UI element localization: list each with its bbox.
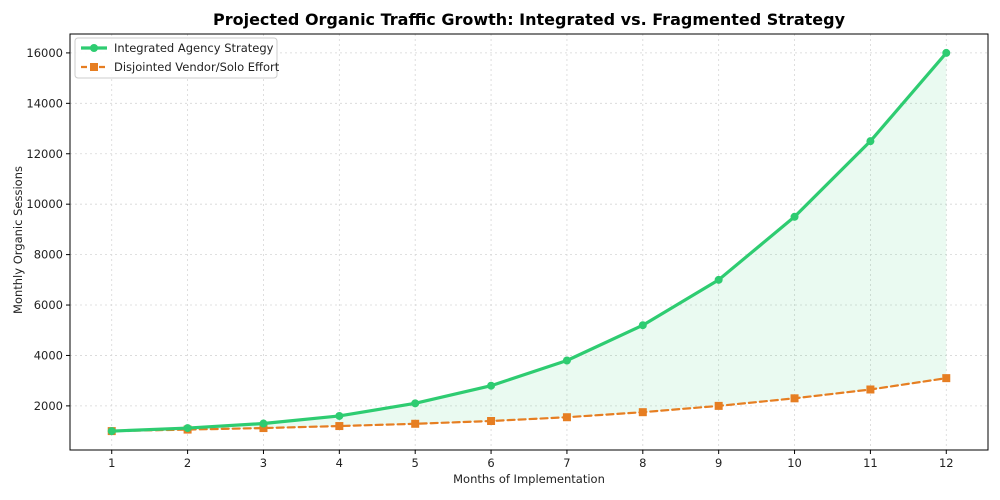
data-point bbox=[790, 394, 799, 403]
x-tick-label: 2 bbox=[184, 456, 191, 470]
legend-label: Disjointed Vendor/Solo Effort bbox=[114, 60, 280, 74]
x-tick-label: 1 bbox=[108, 456, 115, 470]
series-1 bbox=[107, 48, 951, 436]
y-axis-label: Monthly Organic Sessions bbox=[11, 166, 25, 314]
legend-box bbox=[74, 37, 278, 79]
x-axis-label: Months of Implementation bbox=[453, 472, 605, 486]
data-point bbox=[942, 48, 951, 57]
data-point bbox=[259, 419, 268, 428]
fill-between-area bbox=[111, 52, 947, 432]
data-point bbox=[866, 385, 875, 394]
y-tick-label: 16000 bbox=[26, 46, 63, 60]
chart-title: Projected Organic Traffic Growth: Integr… bbox=[213, 10, 846, 29]
x-tick-label: 9 bbox=[715, 456, 722, 470]
data-point bbox=[942, 374, 951, 383]
y-axis: 2000 4000 6000 8000 10000 12000 14000 16000 bbox=[26, 46, 70, 413]
y-tick-label: 4000 bbox=[34, 348, 63, 362]
data-point bbox=[411, 419, 420, 428]
data-point bbox=[487, 381, 496, 390]
x-tick-label: 8 bbox=[639, 456, 646, 470]
legend-marker bbox=[90, 44, 98, 52]
y-tick-label: 8000 bbox=[34, 248, 63, 262]
series-layer bbox=[107, 48, 951, 436]
x-tick-label: 11 bbox=[863, 456, 878, 470]
series-line bbox=[110, 51, 948, 433]
legend-item: Integrated Agency Strategy bbox=[81, 41, 274, 55]
data-point bbox=[562, 413, 571, 422]
x-tick-label: 6 bbox=[487, 456, 494, 470]
legend: Integrated Agency Strategy Disjointed Ven… bbox=[74, 37, 280, 79]
x-tick-label: 5 bbox=[412, 456, 419, 470]
data-point bbox=[107, 427, 116, 436]
x-tick-label: 3 bbox=[260, 456, 267, 470]
y-tick-label: 6000 bbox=[34, 298, 63, 312]
legend-item: Disjointed Vendor/Solo Effort bbox=[81, 60, 280, 74]
data-point bbox=[335, 422, 344, 431]
x-tick-label: 4 bbox=[336, 456, 343, 470]
series-line bbox=[110, 377, 948, 433]
data-point bbox=[714, 401, 723, 410]
data-point bbox=[714, 275, 723, 284]
data-point bbox=[866, 137, 875, 146]
data-point bbox=[487, 417, 496, 426]
x-tick-label: 7 bbox=[563, 456, 570, 470]
data-point bbox=[638, 408, 647, 417]
plot-frame bbox=[69, 33, 989, 451]
x-tick-label: 12 bbox=[939, 456, 954, 470]
data-point bbox=[183, 424, 192, 433]
legend-marker bbox=[90, 63, 98, 71]
data-point bbox=[411, 399, 420, 408]
data-point bbox=[790, 212, 799, 221]
legend-label: Integrated Agency Strategy bbox=[114, 41, 274, 55]
data-point bbox=[259, 424, 268, 433]
data-point bbox=[638, 321, 647, 330]
x-axis: 1 2 3 4 5 6 7 8 9 10 11 12 bbox=[108, 450, 954, 470]
y-tick-label: 14000 bbox=[26, 96, 63, 110]
y-tick-label: 10000 bbox=[26, 197, 63, 211]
y-tick-label: 2000 bbox=[34, 399, 63, 413]
grid-lines bbox=[70, 34, 988, 450]
data-point bbox=[335, 411, 344, 420]
y-tick-label: 12000 bbox=[26, 147, 63, 161]
data-point bbox=[562, 356, 571, 365]
x-tick-label: 10 bbox=[787, 456, 802, 470]
